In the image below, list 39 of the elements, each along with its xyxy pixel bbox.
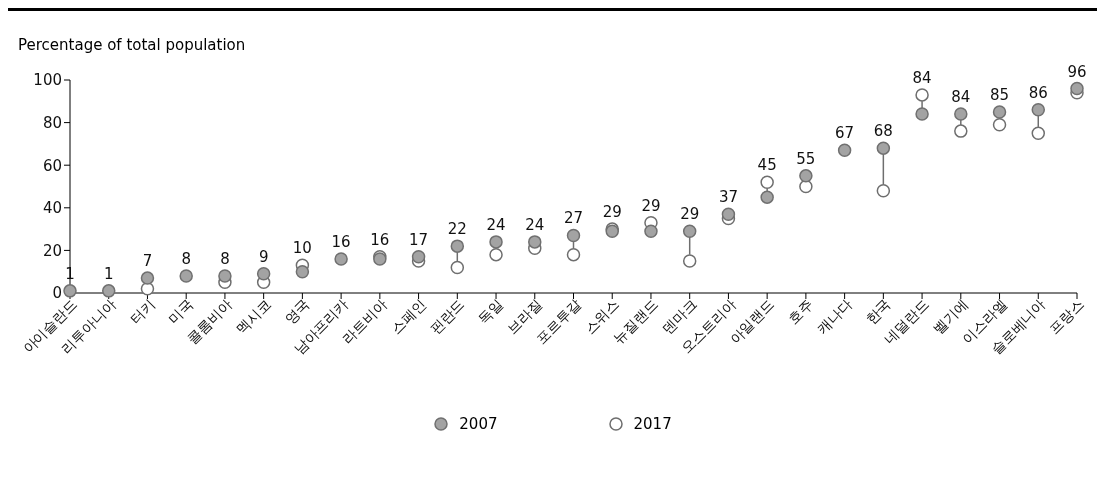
data-label: 27 [563, 209, 584, 228]
y-tick-label: 0 [52, 284, 62, 303]
data-label: 1 [103, 264, 114, 283]
data-label: 7 [142, 252, 153, 271]
data-label: 68 [873, 122, 893, 141]
y-axis-title: Percentage of total population [18, 36, 246, 54]
y-tick-label: 60 [42, 156, 62, 175]
y-tick-label: 100 [33, 71, 62, 90]
y-tick-label: 40 [42, 199, 62, 218]
data-label: 37 [718, 188, 738, 207]
data-label: 8 [220, 249, 230, 268]
data-label: 10 [292, 239, 312, 258]
x-tick-label: 터키 [126, 295, 158, 327]
data-label: 17 [409, 230, 429, 249]
data-label: 22 [447, 220, 467, 239]
data-label: 55 [796, 149, 816, 168]
legend-label: 2007 [459, 415, 498, 433]
data-label: 67 [835, 124, 855, 143]
data-label: 1 [65, 264, 75, 283]
data-label: 29 [602, 203, 622, 222]
data-label: 45 [757, 156, 777, 175]
data-label: 24 [486, 215, 506, 234]
x-tick-label: 호주 [784, 295, 817, 327]
data-label: 9 [258, 247, 269, 266]
legend-label: 2017 [633, 415, 672, 433]
data-label: 85 [989, 85, 1010, 104]
data-label: 16 [370, 230, 390, 249]
data-label: 24 [525, 215, 545, 234]
data-label: 84 [951, 88, 971, 107]
data-label: 29 [680, 205, 700, 224]
data-label: 29 [641, 196, 661, 215]
data-label: 8 [181, 249, 191, 268]
data-label: 84 [912, 69, 932, 88]
data-label: 86 [1028, 83, 1048, 102]
data-label: 96 [1067, 62, 1087, 81]
data-label: 16 [331, 232, 351, 251]
y-tick-label: 80 [42, 113, 62, 132]
y-tick-label: 20 [42, 241, 62, 260]
x-tick-label: 독일 [475, 295, 507, 327]
